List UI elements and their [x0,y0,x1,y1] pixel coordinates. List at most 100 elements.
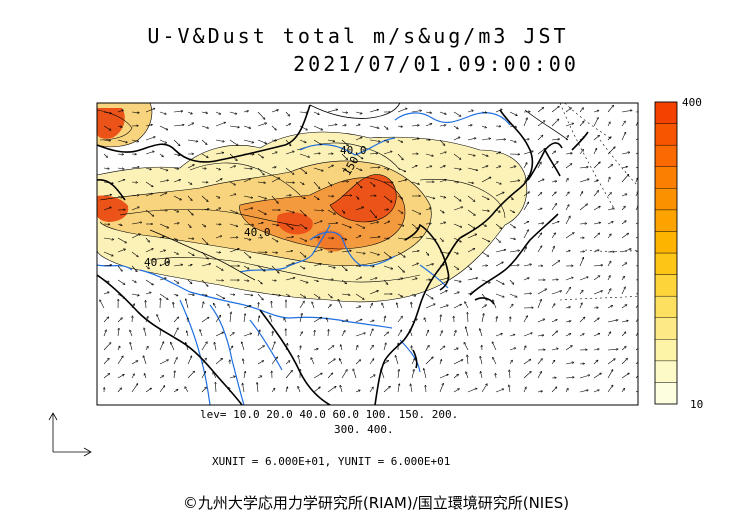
wind-vector [621,389,625,393]
wind-vector [579,167,588,168]
wind-vector [271,342,275,351]
wind-vector [285,151,294,155]
wind-vector [579,121,584,127]
wind-vector [173,139,180,146]
wind-vector [397,195,402,199]
wind-vector [300,346,301,351]
wind-vector [635,206,638,211]
wind-vector [215,293,224,299]
wind-vector [439,180,446,183]
wind-vector [495,293,504,297]
contour-levels-line2: 300. 400. [334,423,394,436]
wind-vector [271,357,277,365]
wind-vector [397,108,407,113]
wind-vector [425,251,429,255]
wind-vector [271,167,276,168]
dust-region-peak [330,174,397,222]
wind-vector [159,278,166,281]
wind-vector [481,195,489,199]
wind-vector [369,329,373,337]
wind-vector [467,182,473,183]
wind-vector [146,301,147,309]
wind-vector [243,383,245,393]
wind-vector [551,181,557,182]
wind-vector [341,153,347,160]
wind-vector [173,293,178,296]
wind-vector [411,111,421,113]
wind-vector [439,375,448,379]
wind-vector [313,387,320,393]
wind-vector [453,153,461,159]
wind-vector [159,262,169,267]
wind-vector [215,167,220,170]
wind-vector [327,359,335,365]
wind-vector [621,175,629,183]
wind-vector [157,315,161,323]
dust-region-west-edge [97,195,129,222]
wind-vector [132,316,133,323]
wind-vector [213,372,217,379]
wind-vector [467,292,473,295]
wind-vector [579,204,587,211]
wind-vector [509,250,519,253]
wind-vector [397,384,399,393]
wind-vector [607,177,610,183]
wind-vector [159,111,166,114]
wind-vector [411,125,419,126]
wind-vector [481,251,489,256]
wind-vector [187,238,194,239]
wind-vector [341,237,347,240]
wind-vector [495,209,500,212]
wind-vector [145,279,153,285]
wind-vector [523,346,526,351]
rivers [97,112,511,405]
wind-vector [145,346,148,351]
wind-vector [341,345,343,351]
wind-vector [103,195,111,197]
wind-vector [579,258,584,267]
wind-vector [353,369,357,379]
wind-vector [103,279,109,282]
wind-vector [467,195,475,201]
wind-vector [271,252,277,253]
wind-vector [621,287,625,295]
colorbar-swatch [654,274,678,297]
wind-vector [257,111,265,119]
wind-vector [439,291,447,295]
wind-vector [313,111,319,114]
wind-vector [201,387,206,393]
wind-vector [397,237,406,239]
wind-vector [229,194,236,197]
wind-vector [495,139,505,140]
wind-vector [243,224,254,225]
wind-vector [579,390,588,393]
wind-vector [313,210,323,211]
wind-vector [397,167,405,172]
wind-vector [523,278,529,281]
wind-vector [145,125,152,127]
wind-vector [492,342,497,351]
colorbar-swatch [654,317,678,340]
wind-vector [271,110,278,113]
wind-vector [187,331,189,337]
wind-vector [229,111,237,114]
wind-vector [425,237,436,240]
wind-vector [453,389,459,393]
wind-vector [579,150,583,155]
wind-vector [383,316,385,323]
wind-vector [117,168,124,169]
wind-vector [327,209,335,214]
wind-vector [243,139,254,143]
wind-vector [607,122,610,127]
wind-vector [593,318,599,323]
wind-vector [551,320,557,323]
wind-vector [467,249,475,253]
wind-vector [453,237,461,242]
wind-vector [201,251,208,259]
wind-vector [495,166,501,169]
wind-vector [131,112,139,113]
wind-vector [298,356,301,365]
wind-vector [369,153,378,154]
wind-vector [187,165,194,169]
